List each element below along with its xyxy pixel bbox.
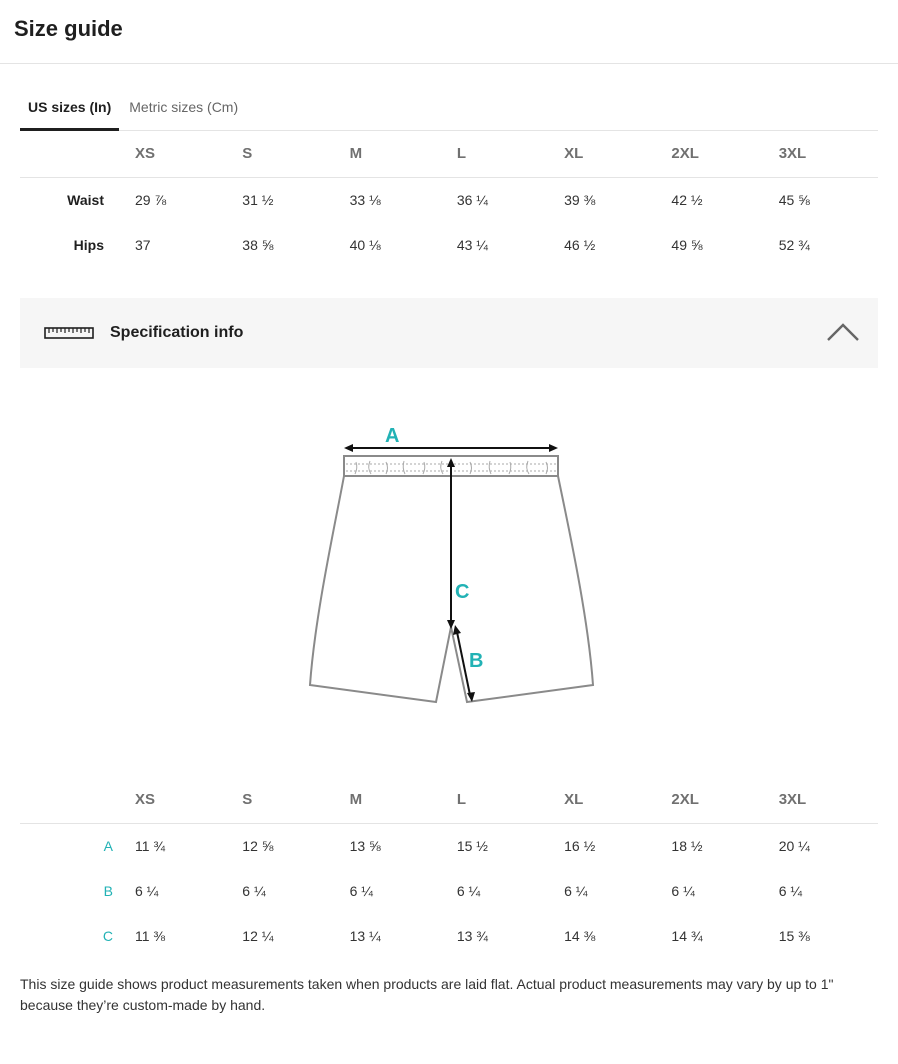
header-spacer [20,131,127,177]
row-label: Hips [73,236,104,253]
table-row: Waist 29 ⅞ 31 ½ 33 ⅛ 36 ¼ 39 ⅜ 42 ½ 45 ⅝ [20,177,878,222]
specification-info-toggle[interactable]: Specification info [20,298,878,368]
table-cell: 14 ⅜ [564,927,596,944]
dialog-header: Size guide [0,0,898,64]
measure-b-arrow [456,631,471,696]
table-cell: 52 ¾ [778,236,810,253]
table-cell: 45 ⅝ [778,192,810,209]
row-label: A [103,837,113,854]
table-cell: 11 ⅜ [135,927,166,944]
table-cell: 49 ⅝ [671,236,703,253]
row-label: B [103,882,113,899]
table-cell: 12 ¼ [242,927,274,944]
table-cell: 16 ½ [564,837,596,854]
size-header-row: XS S M L XL 2XL 3XL [20,131,878,177]
size-guide-note: This size guide shows product measuremen… [20,976,834,1013]
table-cell: 6 ¼ [671,882,695,899]
table-cell: 18 ½ [671,837,703,854]
size-header: 3XL [778,791,807,809]
table-cell: 46 ½ [564,236,596,253]
label-c: C [455,581,469,603]
size-header: XS [135,791,156,809]
table-cell: 15 ½ [456,837,488,854]
specification-title: Specification info [110,324,244,341]
row-label: Waist [67,192,104,209]
table-cell: 37 [135,236,151,253]
table-row: Hips 37 38 ⅝ 40 ⅛ 43 ¼ 46 ½ 49 ⅝ 52 ¾ [20,222,878,267]
page-title: Size guide [14,15,123,41]
table-cell: 36 ¼ [456,192,488,209]
chevron-up-icon[interactable] [826,320,860,344]
size-header: XL [564,791,584,809]
unit-tabs: US sizes (In) Metric sizes (Cm) [20,86,878,131]
size-header: 2XL [671,791,699,809]
size-header-row: XS S M L XL 2XL 3XL [20,777,878,823]
size-header: XL [564,145,584,163]
table-row: C 11 ⅜ 12 ¼ 13 ¼ 13 ¾ 14 ⅜ 14 ¾ 15 ⅜ [20,913,878,958]
size-header: L [456,791,467,809]
table-cell: 6 ¼ [242,882,266,899]
table-cell: 11 ¾ [135,837,166,854]
header-spacer [20,777,127,823]
us-size-table: XS S M L XL 2XL 3XL Waist 29 ⅞ 31 ½ 33 ⅛… [20,131,878,267]
table-row: A 11 ¾ 12 ⅝ 13 ⅝ 15 ½ 16 ½ 18 ½ 20 ¼ [20,823,878,868]
table-cell: 13 ¼ [349,927,381,944]
tab-metric-sizes[interactable]: Metric sizes (Cm) [129,99,239,115]
table-cell: 6 ¼ [456,882,481,899]
table-cell: 38 ⅝ [242,236,274,253]
table-cell: 31 ½ [242,192,274,209]
table-cell: 42 ½ [671,192,703,209]
size-header: XS [135,145,156,163]
table-cell: 14 ¾ [671,927,703,944]
table-cell: 6 ¼ [778,882,803,899]
table-cell: 39 ⅜ [564,192,596,209]
measurement-table: XS S M L XL 2XL 3XL A 11 ¾ 12 ⅝ 13 ⅝ 15 … [20,777,878,958]
size-header: S [242,145,253,163]
table-cell: 6 ¼ [564,882,588,899]
shorts-measurement-diagram: A C B [308,425,595,704]
table-cell: 12 ⅝ [242,837,274,854]
table-cell: 6 ¼ [135,882,159,899]
table-cell: 43 ¼ [456,236,488,253]
table-cell: 40 ⅛ [349,236,381,253]
table-row: B 6 ¼ 6 ¼ 6 ¼ 6 ¼ 6 ¼ 6 ¼ 6 ¼ [20,868,878,913]
table-cell: 13 ⅝ [349,837,381,854]
size-header: 2XL [671,145,699,163]
tab-us-sizes[interactable]: US sizes (In) [20,86,120,131]
table-cell: 6 ¼ [349,882,373,899]
table-cell: 20 ¼ [778,837,810,854]
size-header: M [349,145,363,163]
table-cell: 13 ¾ [456,927,488,944]
size-header: L [456,145,467,163]
table-cell: 33 ⅛ [349,192,381,209]
table-cell: 29 ⅞ [135,192,167,209]
row-label: C [102,927,113,944]
ruler-icon [44,327,94,339]
size-header: 3XL [778,145,807,163]
label-a: A [385,425,399,447]
size-header: S [242,791,253,809]
table-cell: 15 ⅜ [778,927,810,944]
label-b: B [469,650,483,672]
size-header: M [349,791,363,809]
